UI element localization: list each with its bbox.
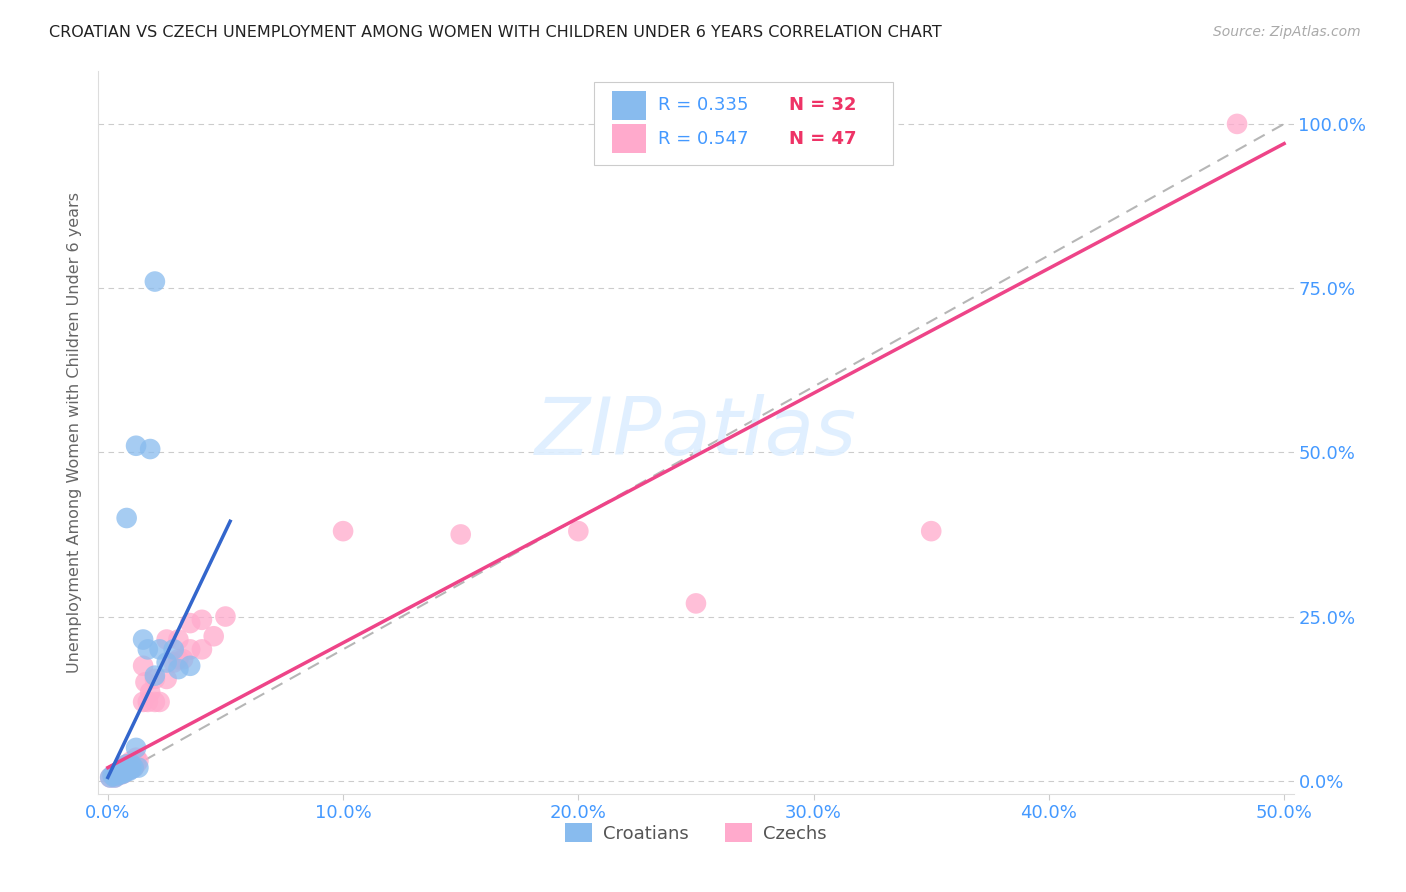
Point — [104, 771, 127, 785]
Point — [567, 524, 589, 538]
Bar — [613, 124, 645, 153]
Text: N = 32: N = 32 — [789, 96, 856, 114]
Point — [122, 761, 145, 775]
Point — [105, 768, 128, 782]
Point — [98, 771, 121, 785]
Text: N = 47: N = 47 — [789, 129, 856, 147]
Point — [115, 757, 138, 772]
Point — [108, 764, 131, 778]
Point — [127, 754, 149, 768]
Point — [108, 767, 131, 781]
Point — [118, 761, 141, 775]
Point — [143, 695, 166, 709]
Point — [115, 757, 138, 772]
Point — [191, 613, 214, 627]
Legend: Croatians, Czechs: Croatians, Czechs — [558, 816, 834, 850]
Point — [125, 757, 148, 772]
Point — [111, 764, 134, 778]
Point — [332, 524, 354, 538]
Point — [920, 524, 942, 538]
Point — [112, 765, 135, 780]
Point — [125, 740, 148, 755]
Point — [127, 761, 149, 775]
Point — [108, 764, 131, 778]
Text: ZIPatlas: ZIPatlas — [534, 393, 858, 472]
Point — [156, 632, 179, 647]
Point — [685, 596, 707, 610]
Point — [143, 275, 166, 289]
Point — [104, 771, 127, 785]
Point — [120, 762, 142, 776]
Point — [1226, 117, 1249, 131]
Point — [115, 511, 138, 525]
Text: R = 0.547: R = 0.547 — [658, 129, 748, 147]
Point — [167, 632, 190, 647]
Point — [111, 767, 134, 781]
Point — [172, 652, 194, 666]
Point — [115, 764, 138, 778]
Point — [132, 695, 155, 709]
Point — [101, 768, 124, 782]
Point — [132, 632, 155, 647]
Text: CROATIAN VS CZECH UNEMPLOYMENT AMONG WOMEN WITH CHILDREN UNDER 6 YEARS CORRELATI: CROATIAN VS CZECH UNEMPLOYMENT AMONG WOM… — [49, 25, 942, 40]
Text: R = 0.335: R = 0.335 — [658, 96, 748, 114]
Point — [156, 656, 179, 670]
Point — [118, 764, 141, 778]
Text: Source: ZipAtlas.com: Source: ZipAtlas.com — [1213, 25, 1361, 39]
Point — [125, 439, 148, 453]
Point — [98, 771, 121, 785]
Point — [149, 642, 172, 657]
Point — [179, 658, 201, 673]
Point — [104, 767, 127, 781]
Point — [112, 761, 135, 775]
Bar — [613, 91, 645, 120]
Point — [143, 668, 166, 682]
Point — [112, 765, 135, 780]
Point — [115, 764, 138, 778]
Point — [163, 642, 186, 657]
Point — [191, 642, 214, 657]
Point — [111, 767, 134, 781]
Y-axis label: Unemployment Among Women with Children Under 6 years: Unemployment Among Women with Children U… — [67, 192, 83, 673]
Point — [105, 765, 128, 780]
Point — [139, 442, 162, 456]
Point — [105, 765, 128, 780]
Point — [156, 672, 179, 686]
Point — [163, 656, 186, 670]
Point — [143, 672, 166, 686]
Point — [122, 761, 145, 775]
Point — [108, 767, 131, 781]
Point — [111, 764, 134, 778]
Point — [139, 685, 162, 699]
Point — [450, 527, 472, 541]
Point — [104, 767, 127, 781]
Point — [214, 609, 236, 624]
Point — [125, 751, 148, 765]
FancyBboxPatch shape — [595, 82, 893, 165]
Point — [149, 695, 172, 709]
Point — [120, 754, 142, 768]
Point — [136, 695, 159, 709]
Point — [179, 616, 201, 631]
Point — [105, 768, 128, 782]
Point — [132, 658, 155, 673]
Point — [120, 762, 142, 776]
Point — [112, 761, 135, 775]
Point — [202, 629, 225, 643]
Point — [167, 652, 190, 666]
Point — [101, 768, 124, 782]
Point — [167, 662, 190, 676]
Point — [120, 757, 142, 772]
Point — [136, 642, 159, 657]
Point — [179, 642, 201, 657]
Point — [134, 675, 156, 690]
